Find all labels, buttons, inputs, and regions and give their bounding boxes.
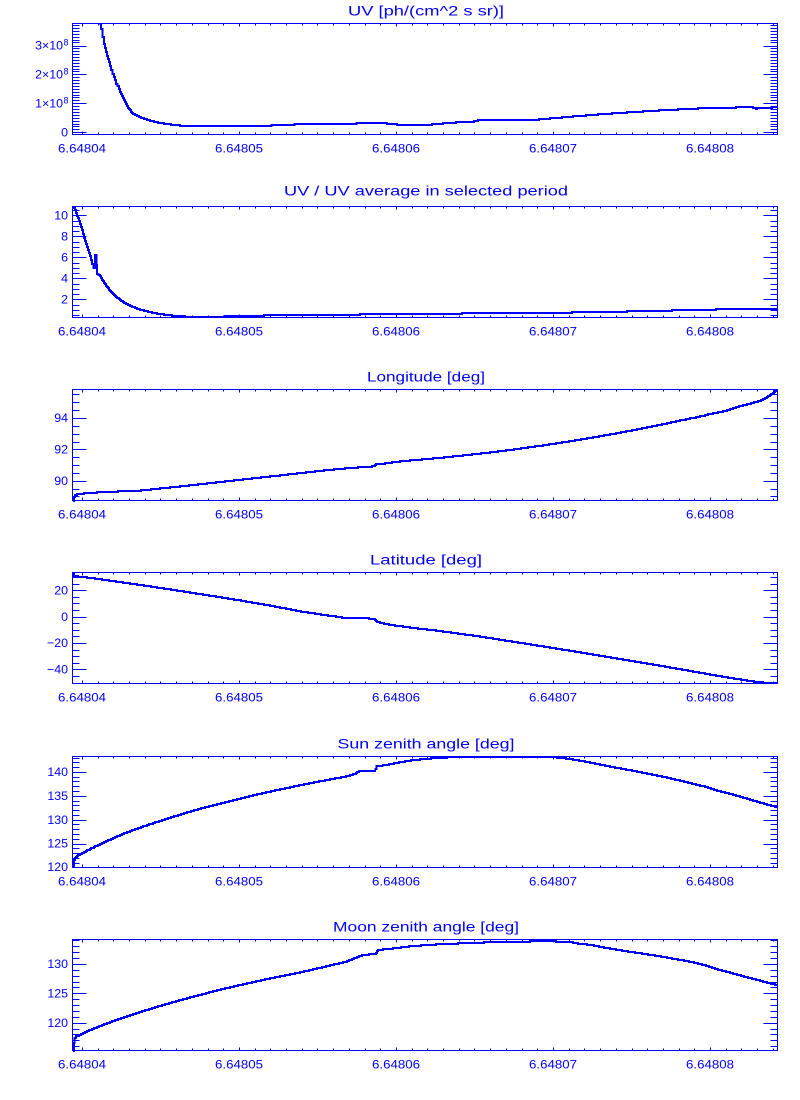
svg-text:6.64804: 6.64804 (58, 324, 106, 338)
svg-text:Moon zenith angle [deg]: Moon zenith angle [deg] (333, 919, 519, 934)
svg-text:6.64808: 6.64808 (686, 141, 734, 155)
svg-text:3×10: 3×10 (35, 39, 63, 53)
svg-text:125: 125 (47, 837, 68, 851)
svg-text:6.64808: 6.64808 (686, 874, 734, 888)
svg-text:6.64804: 6.64804 (58, 1057, 106, 1071)
svg-text:6.64805: 6.64805 (215, 874, 263, 888)
svg-text:6.64808: 6.64808 (686, 690, 734, 704)
svg-text:6.64806: 6.64806 (372, 324, 420, 338)
svg-text:6.64806: 6.64806 (372, 1057, 420, 1071)
svg-text:120: 120 (47, 1016, 68, 1030)
svg-text:20: 20 (54, 583, 68, 597)
svg-text:94: 94 (54, 411, 68, 425)
svg-text:6.64804: 6.64804 (58, 507, 106, 521)
svg-text:6.64804: 6.64804 (58, 874, 106, 888)
svg-text:130: 130 (47, 957, 68, 971)
svg-text:6.64807: 6.64807 (529, 141, 577, 155)
svg-text:8: 8 (64, 95, 69, 105)
svg-text:6.64807: 6.64807 (529, 874, 577, 888)
svg-text:6.64806: 6.64806 (372, 690, 420, 704)
svg-text:6.64807: 6.64807 (529, 1057, 577, 1071)
svg-text:6.64808: 6.64808 (686, 1057, 734, 1071)
svg-text:0: 0 (61, 125, 68, 139)
svg-text:2: 2 (61, 293, 68, 307)
svg-text:6.64808: 6.64808 (686, 324, 734, 338)
svg-text:Latitude [deg]: Latitude [deg] (370, 552, 482, 567)
svg-text:6.64806: 6.64806 (372, 507, 420, 521)
svg-text:6.64806: 6.64806 (372, 141, 420, 155)
svg-text:6.64807: 6.64807 (529, 690, 577, 704)
svg-text:UV / UV average in selected pe: UV / UV average in selected period (284, 184, 568, 199)
svg-text:90: 90 (54, 474, 68, 488)
svg-text:130: 130 (47, 813, 68, 827)
svg-text:Sun zenith angle [deg]: Sun zenith angle [deg] (338, 736, 515, 751)
svg-text:6.64806: 6.64806 (372, 874, 420, 888)
svg-text:8: 8 (64, 66, 69, 76)
svg-text:6.64804: 6.64804 (58, 690, 106, 704)
svg-text:6.64808: 6.64808 (686, 507, 734, 521)
svg-text:Longitude [deg]: Longitude [deg] (367, 369, 485, 384)
svg-text:140: 140 (47, 765, 68, 779)
svg-text:6.64807: 6.64807 (529, 324, 577, 338)
svg-text:92: 92 (54, 443, 68, 457)
svg-text:−20: −20 (47, 636, 68, 650)
svg-text:125: 125 (47, 987, 68, 1001)
svg-text:10: 10 (54, 209, 68, 223)
svg-text:6.64804: 6.64804 (58, 141, 106, 155)
svg-text:6.64805: 6.64805 (215, 141, 263, 155)
svg-text:6.64807: 6.64807 (529, 507, 577, 521)
svg-text:1×10: 1×10 (35, 97, 63, 111)
svg-text:−40: −40 (47, 663, 68, 677)
svg-text:4: 4 (61, 272, 68, 286)
svg-text:2×10: 2×10 (35, 68, 63, 82)
svg-text:UV [ph/(cm^2 s sr)]: UV [ph/(cm^2 s sr)] (348, 3, 504, 18)
svg-text:8: 8 (61, 230, 68, 244)
svg-text:6.64805: 6.64805 (215, 690, 263, 704)
svg-text:6: 6 (61, 251, 68, 265)
svg-text:8: 8 (64, 38, 69, 48)
svg-text:0: 0 (61, 610, 68, 624)
svg-text:6.64805: 6.64805 (215, 507, 263, 521)
svg-text:135: 135 (47, 789, 68, 803)
svg-text:6.64805: 6.64805 (215, 1057, 263, 1071)
svg-text:6.64805: 6.64805 (215, 324, 263, 338)
svg-text:120: 120 (47, 860, 68, 874)
